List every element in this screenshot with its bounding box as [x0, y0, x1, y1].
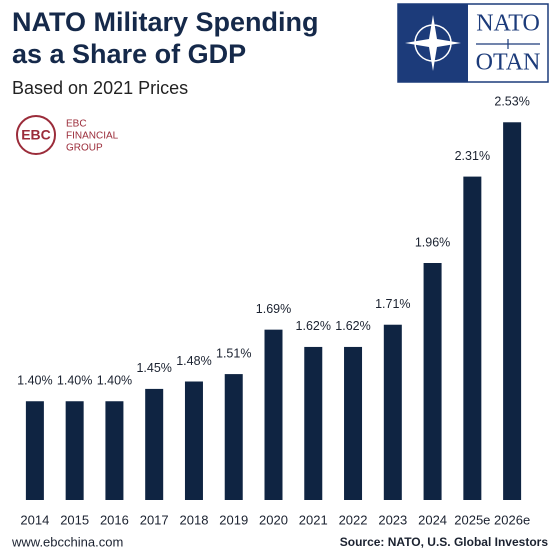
- value-label: 1.40%: [57, 374, 92, 388]
- bar: [25, 401, 44, 500]
- logo-text: EBC: [66, 119, 87, 130]
- x-tick-label: 2014: [20, 512, 49, 527]
- bar: [503, 122, 522, 500]
- chart-title: as a Share of GDP: [12, 39, 246, 69]
- ebc-logo: EBC EBC FINANCIAL GROUP: [16, 115, 119, 155]
- nato-logo: NATO OTAN: [397, 3, 549, 83]
- logo-text: GROUP: [66, 143, 103, 154]
- value-label: 1.40%: [97, 374, 132, 388]
- x-tick-label: 2019: [219, 512, 248, 527]
- chart-subtitle: Based on 2021 Prices: [12, 78, 188, 98]
- x-tick-label: 2026e: [494, 512, 530, 527]
- x-tick-label: 2022: [339, 512, 368, 527]
- bar: [105, 401, 124, 500]
- x-tick-label: 2016: [100, 512, 129, 527]
- logo-text: FINANCIAL: [66, 131, 119, 142]
- x-tick-label: 2018: [180, 512, 209, 527]
- x-tick-label: 2024: [418, 512, 447, 527]
- bar: [224, 374, 243, 500]
- bar: [344, 346, 363, 500]
- value-label: 1.62%: [335, 319, 370, 333]
- value-label: 1.48%: [176, 354, 211, 368]
- value-label: 1.96%: [415, 235, 450, 249]
- value-label: 1.62%: [296, 319, 331, 333]
- bar: [423, 263, 442, 500]
- value-label: 2.53%: [494, 95, 529, 109]
- bar: [184, 381, 203, 500]
- bar: [463, 176, 482, 500]
- x-tick-label: 2015: [60, 512, 89, 527]
- x-tick-label: 2025e: [454, 512, 490, 527]
- value-label: 1.40%: [17, 374, 52, 388]
- x-tick-label: 2017: [140, 512, 169, 527]
- website: www.ebcchina.com: [11, 534, 123, 549]
- value-label: 1.45%: [136, 361, 171, 375]
- x-tick-label: 2021: [299, 512, 328, 527]
- x-tick-label: 2023: [378, 512, 407, 527]
- logo-text: NATO: [476, 11, 540, 37]
- value-label: 1.51%: [216, 346, 251, 360]
- value-label: 2.31%: [455, 149, 490, 163]
- bar: [304, 346, 323, 500]
- logo-text: OTAN: [476, 50, 541, 76]
- logo-text: EBC: [21, 127, 51, 143]
- bar: [65, 401, 84, 500]
- bar: [383, 324, 402, 500]
- value-label: 1.71%: [375, 297, 410, 311]
- logo-star: [405, 15, 461, 71]
- value-label: 1.69%: [256, 302, 291, 316]
- x-tick-label: 2020: [259, 512, 288, 527]
- bar: [264, 329, 283, 500]
- logo-ring: [16, 115, 56, 155]
- source: Source: NATO, U.S. Global Investors: [340, 535, 549, 549]
- chart-title: NATO Military Spending: [12, 7, 319, 37]
- bar: [145, 388, 164, 500]
